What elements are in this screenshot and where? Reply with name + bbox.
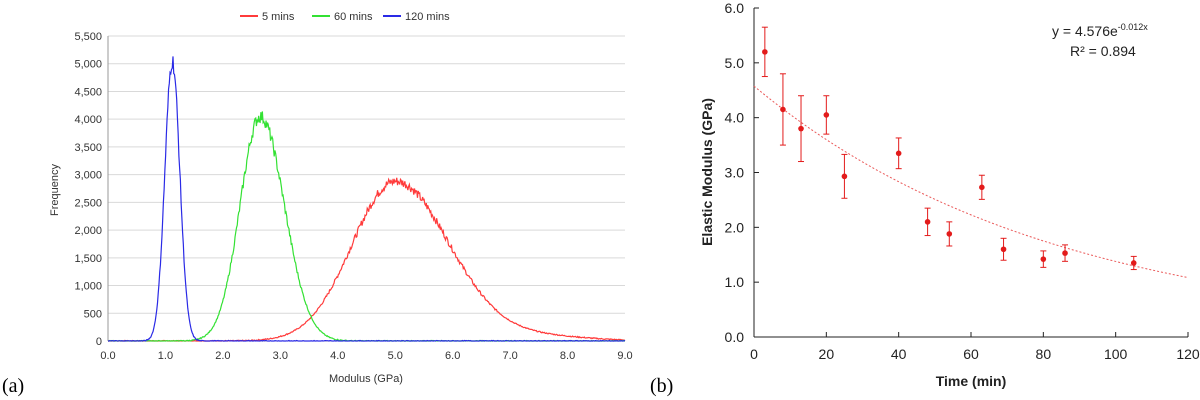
equation-text: y = 4.576e-0.012x xyxy=(1052,22,1148,39)
b-y-tick-label: 0.0 xyxy=(725,329,745,345)
a-x-tick-label: 7.0 xyxy=(502,350,517,362)
equation-main: y = 4.576e xyxy=(1052,23,1118,39)
a-y-tick-label: 0 xyxy=(96,336,102,348)
panel-a-label: (a) xyxy=(2,375,24,397)
a-y-tick-label: 4,000 xyxy=(74,114,102,126)
a-y-axis-label: Frequency xyxy=(49,164,61,216)
a-y-tick-label: 3,000 xyxy=(74,170,102,182)
b-y-tick-label: 5.0 xyxy=(725,55,745,71)
a-x-tick-label: 3.0 xyxy=(273,350,288,362)
a-y-tick-label: 1,000 xyxy=(74,281,102,293)
data-point xyxy=(1040,256,1047,262)
a-legend-label: 60 mins xyxy=(334,11,373,23)
data-point xyxy=(762,49,768,55)
a-y-tick-label: 3,500 xyxy=(74,142,102,154)
b-y-tick-label: 4.0 xyxy=(725,110,745,126)
equation-exponent: -0.012x xyxy=(1118,22,1149,32)
data-point xyxy=(1130,260,1137,266)
data-point xyxy=(979,184,985,191)
panel-b-label: (b) xyxy=(650,375,673,397)
a-series-line xyxy=(108,111,625,342)
a-x-tick-label: 1.0 xyxy=(158,350,173,362)
data-point xyxy=(895,150,902,157)
data-point xyxy=(1062,250,1068,256)
a-legend-label: 120 mins xyxy=(405,11,450,23)
a-legend-label: 5 mins xyxy=(262,11,295,23)
a-series-line xyxy=(107,177,626,342)
a-y-tick-label: 5,500 xyxy=(74,31,102,43)
b-x-tick-label: 120 xyxy=(1176,346,1200,362)
a-y-tick-label: 500 xyxy=(84,308,102,320)
a-x-tick-label: 9.0 xyxy=(617,350,632,362)
data-point xyxy=(823,112,830,118)
a-y-tick-label: 2,500 xyxy=(74,197,102,209)
a-y-tick-label: 5,000 xyxy=(74,59,102,71)
b-y-tick-label: 6.0 xyxy=(725,0,745,16)
data-point xyxy=(841,173,848,180)
data-point xyxy=(1000,246,1007,253)
a-x-tick-label: 8.0 xyxy=(560,350,575,362)
data-point xyxy=(924,219,931,225)
r-squared-text: R² = 0.894 xyxy=(1070,43,1136,59)
a-x-axis-label: Modulus (GPa) xyxy=(329,373,403,385)
a-x-tick-label: 0.0 xyxy=(100,350,115,362)
b-y-tick-label: 2.0 xyxy=(725,219,745,235)
a-y-tick-label: 2,000 xyxy=(74,225,102,237)
a-series-line xyxy=(108,56,626,342)
a-x-tick-label: 4.0 xyxy=(330,350,345,362)
b-x-tick-label: 40 xyxy=(891,346,907,362)
data-point xyxy=(780,106,786,113)
a-x-tick-label: 2.0 xyxy=(215,350,230,362)
panel-a-histogram: 0 500 1,000 1,500 2,000 2,500 3,000 3,500 4,000 4… xyxy=(2,11,633,397)
b-x-tick-label: 80 xyxy=(1036,346,1052,362)
a-x-tick-label: 6.0 xyxy=(445,350,460,362)
data-point xyxy=(798,125,804,132)
b-x-tick-label: 20 xyxy=(819,346,835,362)
b-y-axis-label: Elastic Modulus (GPa) xyxy=(699,98,715,246)
trendline xyxy=(753,85,1189,279)
b-x-axis-label: Time (min) xyxy=(936,373,1007,389)
a-y-tick-label: 1,500 xyxy=(74,253,102,265)
b-x-tick-label: 0 xyxy=(750,346,758,362)
a-x-tick-label: 5.0 xyxy=(388,350,403,362)
b-y-tick-label: 3.0 xyxy=(725,165,745,181)
a-y-tick-label: 4,500 xyxy=(74,86,102,98)
b-x-tick-label: 60 xyxy=(963,346,979,362)
b-y-tick-label: 1.0 xyxy=(725,274,745,290)
data-point xyxy=(946,231,953,237)
b-x-tick-label: 100 xyxy=(1104,346,1128,362)
trendline-equation: y = 4.576e-0.012x R² = 0.894 xyxy=(1052,22,1148,59)
panel-b-scatter: 0.0 1.0 2.0 3.0 4.0 5.0 6.0 0 20 40 60 80 100 120 y … xyxy=(650,0,1200,397)
